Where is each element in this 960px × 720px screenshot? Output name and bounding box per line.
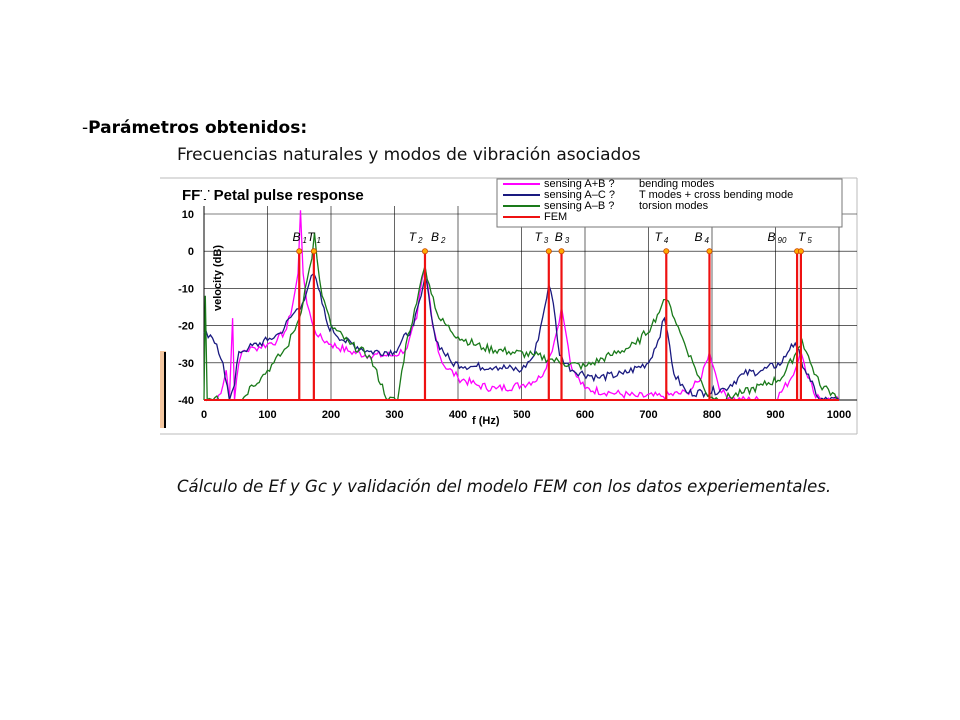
- x-tick-label-0: 0: [201, 409, 207, 421]
- legend-series-0: sensing A+B ?: [544, 178, 615, 190]
- x-tick-label-8: 800: [703, 409, 721, 421]
- fem-layer: [204, 248, 839, 401]
- x-tick-label-2: 200: [322, 409, 340, 421]
- fem-marker-3: [545, 248, 552, 255]
- y-axis-label: velocity (dB): [212, 245, 224, 311]
- y-tick-label-5: -40: [178, 395, 194, 407]
- caption-text: Cálculo de Ef y Gc y validación del mode…: [177, 477, 832, 496]
- legend-note-0: bending modes: [639, 178, 715, 190]
- x-tick-label-1: 100: [258, 409, 276, 421]
- fem-marker-4: [558, 248, 565, 255]
- x-tick-label-9: 900: [766, 409, 784, 421]
- x-axis-label: f (Hz): [472, 415, 500, 427]
- mode-labels: B 1 T 1 T 2 B 2 T 3 B 3 T 4 B 4 B 90 T 5: [293, 230, 813, 245]
- legend-note-2: torsion modes: [639, 200, 709, 212]
- legend-note-1: T modes + cross bending mode: [639, 189, 793, 201]
- x-tick-label-3: 300: [385, 409, 403, 421]
- x-tick-label-5: 500: [512, 409, 530, 421]
- chart-left-marker: [160, 351, 166, 428]
- x-tick-labels: 0 100 200 300 400 500 600 700 800 900 1000: [201, 409, 851, 421]
- fem-marker-6: [706, 248, 713, 255]
- fem-marker-5: [663, 248, 670, 255]
- y-tick-labels: 10 0 -10 -20 -30 -40: [178, 209, 194, 407]
- heading-text: Parámetros obtenidos:: [88, 118, 308, 138]
- fft-chart: FFT Petal pulse response 100-10-20-30-40…: [160, 177, 858, 435]
- mode-label-8: B 90: [768, 230, 787, 245]
- x-tick-label-7: 700: [639, 409, 657, 421]
- fem-marker-1: [310, 248, 317, 255]
- legend-box: [496, 178, 843, 228]
- legend-series-2: sensing A–B ?: [544, 200, 614, 212]
- heading-dash: -: [82, 118, 89, 138]
- y-tick-label-4: -30: [178, 358, 194, 370]
- fem-marker-2: [421, 248, 428, 255]
- legend-series-3: FEM: [544, 211, 567, 223]
- y-tick-label-2: -10: [178, 283, 194, 295]
- fem-marker-0: [296, 248, 303, 255]
- y-tick-label-3: -20: [178, 321, 194, 333]
- y-tick-label-1: 0: [188, 246, 194, 258]
- legend-series-1: sensing A–C ?: [544, 189, 615, 201]
- section-subtitle: Frecuencias naturales y modos de vibraci…: [177, 145, 641, 165]
- title-backdrop: [202, 187, 208, 199]
- legend: sensing A+B ? bending modes sensing A–C ? T…: [496, 178, 843, 228]
- x-axis-label-backdrop: [470, 411, 514, 427]
- section-heading: -Parámetros obtenidos:: [82, 118, 307, 138]
- chart-title: FFT Petal pulse response: [182, 187, 364, 204]
- x-tick-label-6: 600: [576, 409, 594, 421]
- x-tick-label-10: 1000: [827, 409, 851, 421]
- y-tick-label-0: 10: [182, 209, 194, 221]
- fem-marker-8: [797, 248, 804, 255]
- series-line-2: [203, 232, 839, 402]
- x-tick-label-4: 400: [449, 409, 467, 421]
